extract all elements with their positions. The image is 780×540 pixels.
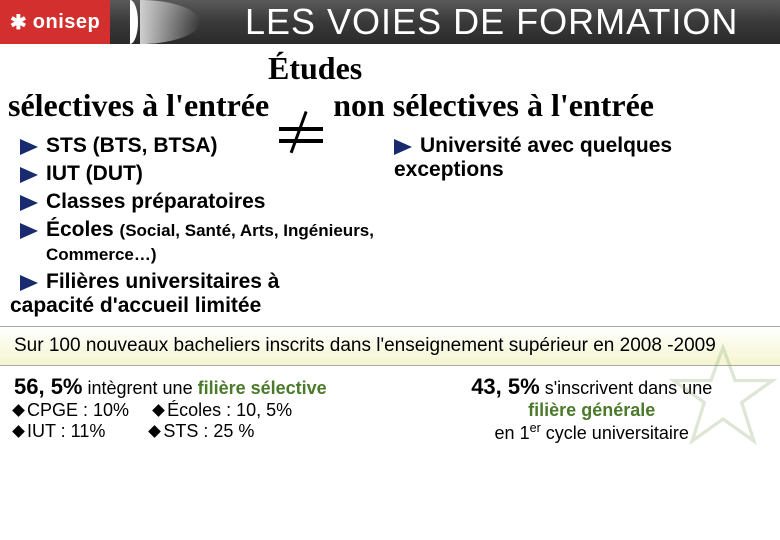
logo-text: onisep [33,11,100,34]
list-item: Écoles (Social, Santé, Arts, Ingénieurs,… [20,218,386,266]
left-green: filière sélective [198,378,327,398]
left-heading: sélectives à l'entrée [8,87,269,124]
header-curve-icon [130,0,210,44]
columns: STS (BTS, BTSA) IUT (DUT) Classes prépar… [0,124,780,326]
arrow-icon [20,195,38,211]
stat-b2: Écoles : 10, 5% [167,400,292,420]
subhead-text: Études [268,50,772,87]
item-text: IUT (DUT) [46,162,143,186]
logo-star-icon: ✱ [10,10,27,35]
arrow-icon [20,275,38,291]
list-item: IUT (DUT) [20,162,386,186]
not-equal-icon [277,88,325,124]
stat-b3: IUT : 11% [27,421,105,441]
right-heading: non sélectives à l'entrée [333,87,654,124]
right-l3b: er [530,421,541,435]
list-item: Université avec quelques [394,134,760,158]
logo: ✱ onisep [0,0,110,44]
item-text: Université avec quelques [420,134,672,158]
item-text: Écoles (Social, Santé, Arts, Ingénieurs,… [46,218,386,266]
page-title: LES VOIES DE FORMATION [245,1,738,43]
right-l3c: cycle universitaire [541,423,689,443]
subhead-row: Études [0,44,780,87]
diamond-icon [150,421,163,441]
arrow-icon [394,139,412,155]
stat-b1: CPGE : 10% [27,400,129,420]
stat-left: 56, 5% intègrent une filière sélective C… [14,374,397,444]
stats-row: 56, 5% intègrent une filière sélective C… [0,366,780,454]
item-text-cont: exceptions [394,158,760,182]
right-l3a: en 1 [495,423,530,443]
info-band: Sur 100 nouveaux bacheliers inscrits dan… [0,326,780,366]
arrow-icon [20,167,38,183]
list-item: Filières universitaires à [20,270,386,294]
split-headings: sélectives à l'entrée non sélectives à l… [0,87,780,124]
item-text: STS (BTS, BTSA) [46,134,218,158]
diamond-icon [14,421,27,441]
diamond-icon [14,400,27,420]
diamond-icon [154,400,167,420]
header-bar: ✱ onisep LES VOIES DE FORMATION [0,0,780,44]
item-text: Classes préparatoires [46,190,265,214]
list-item: STS (BTS, BTSA) [20,134,386,158]
right-column: Université avec quelques exceptions [394,134,760,318]
band-text: Sur 100 nouveaux bacheliers inscrits dan… [14,335,716,356]
left-rest: intègrent une [83,378,198,398]
item-text-cont: capacité d'accueil limitée [10,294,386,318]
left-pct: 56, 5% [14,374,83,399]
stat-b4: STS : 25 % [163,421,254,441]
item-text: Filières universitaires à [46,270,279,294]
arrow-icon [20,223,38,239]
star-watermark-icon [668,342,778,452]
right-green: filière générale [528,400,655,420]
arrow-icon [20,139,38,155]
left-column: STS (BTS, BTSA) IUT (DUT) Classes prépar… [20,134,386,318]
item-main: Écoles [46,218,120,241]
list-item: Classes préparatoires [20,190,386,214]
right-pct: 43, 5% [471,374,540,399]
